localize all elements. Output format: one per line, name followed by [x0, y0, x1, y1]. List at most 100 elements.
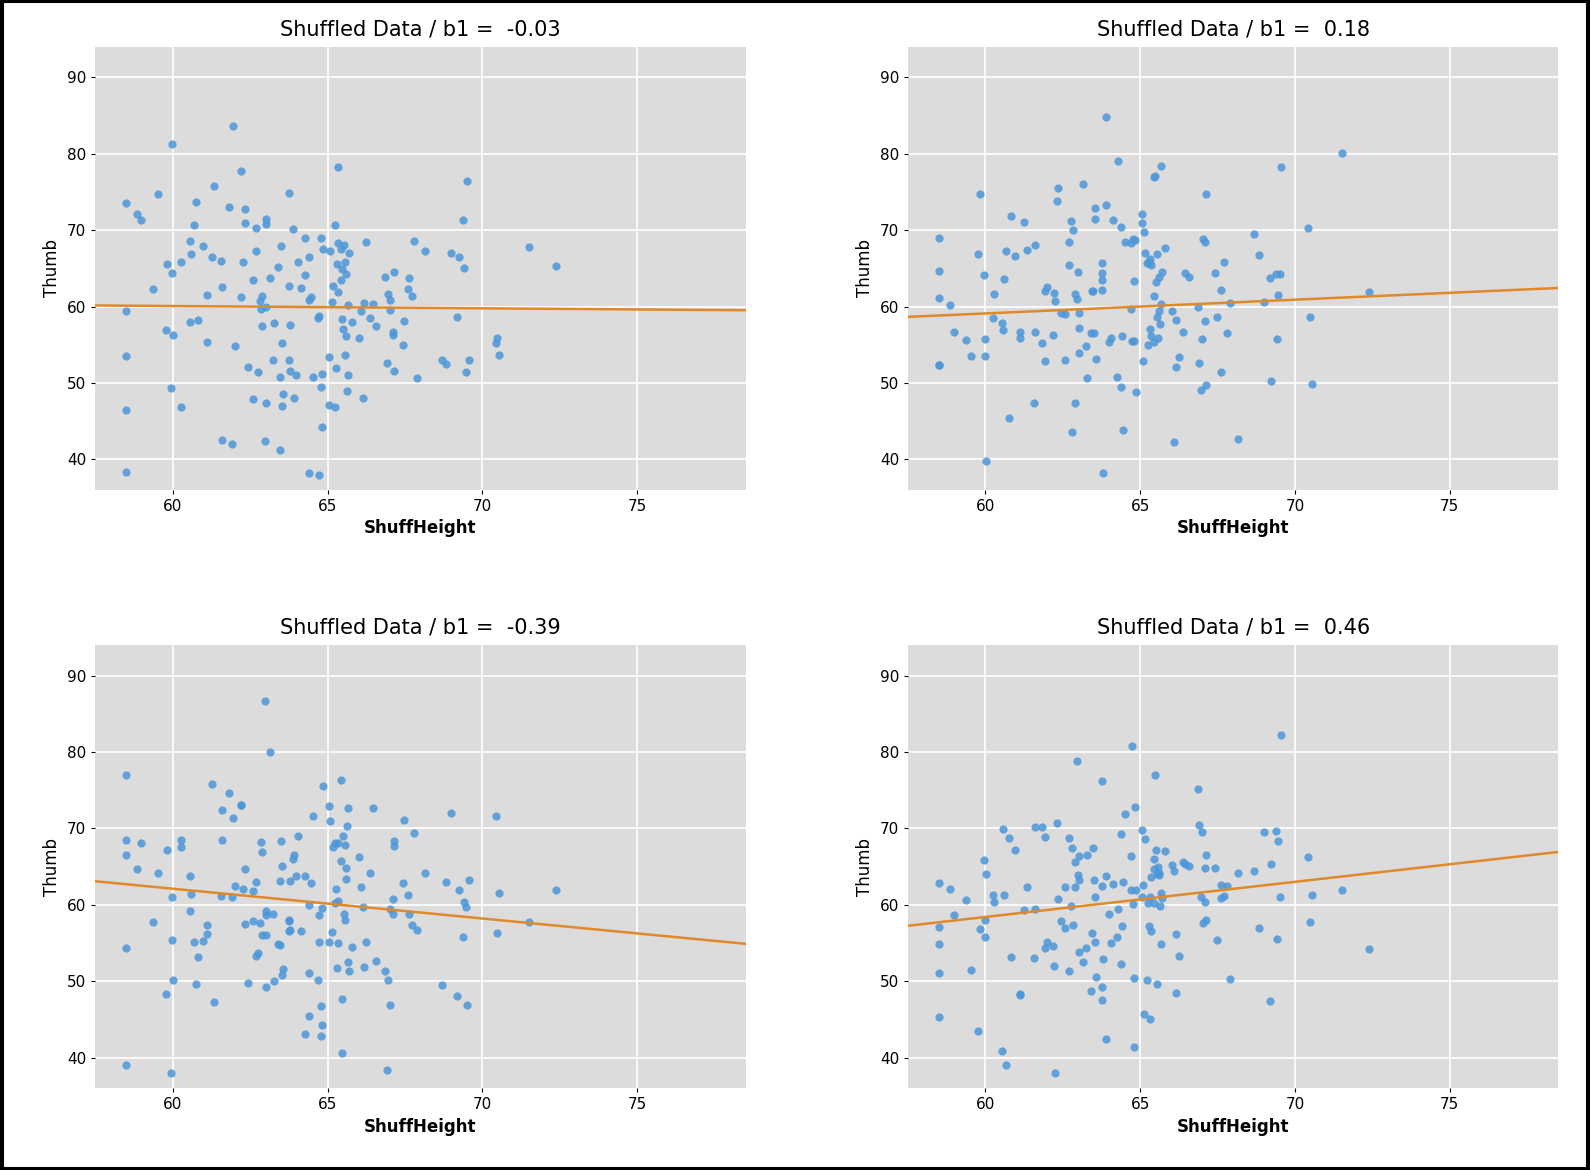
Point — [1067, 303, 1092, 322]
Point — [124, 860, 149, 879]
Point — [1043, 291, 1068, 310]
Point — [971, 266, 997, 284]
Point — [243, 219, 269, 238]
Point — [281, 390, 307, 408]
Point — [308, 997, 334, 1016]
Point — [1111, 420, 1137, 439]
Point — [1062, 878, 1088, 896]
Point — [1089, 991, 1115, 1010]
Point — [1065, 263, 1091, 282]
Point — [1146, 268, 1172, 287]
Point — [331, 827, 356, 846]
Point — [261, 904, 286, 923]
Point — [331, 904, 356, 923]
Point — [1267, 264, 1293, 283]
Point — [1048, 304, 1073, 323]
Point — [517, 239, 542, 257]
Point — [445, 247, 471, 266]
Point — [348, 878, 374, 896]
Point — [1029, 333, 1054, 352]
Point — [952, 331, 978, 350]
Point — [378, 301, 404, 319]
Point — [227, 161, 253, 180]
Y-axis label: Thumb: Thumb — [855, 240, 875, 297]
Point — [316, 932, 342, 951]
Point — [372, 268, 398, 287]
Point — [329, 771, 355, 790]
Point — [358, 308, 383, 326]
Point — [380, 325, 405, 344]
Point — [1121, 229, 1146, 248]
Point — [288, 278, 313, 297]
Point — [297, 288, 323, 307]
Point — [251, 691, 277, 710]
Point — [1150, 262, 1175, 281]
Point — [1135, 253, 1161, 271]
Point — [350, 388, 375, 407]
Point — [246, 914, 272, 932]
Point — [445, 308, 471, 326]
Point — [334, 859, 359, 878]
Point — [999, 207, 1024, 226]
Point — [1065, 343, 1091, 362]
Title: Shuffled Data / b1 =  -0.39: Shuffled Data / b1 = -0.39 — [280, 618, 561, 638]
Point — [154, 255, 180, 274]
Point — [253, 393, 278, 412]
Point — [1137, 249, 1162, 268]
Point — [1202, 263, 1227, 282]
Point — [1083, 968, 1108, 986]
Point — [293, 266, 318, 284]
Point — [334, 264, 359, 283]
Point — [1296, 219, 1321, 238]
Point — [1148, 315, 1173, 333]
Point — [269, 238, 294, 256]
Point — [938, 880, 964, 899]
Point — [1247, 918, 1272, 937]
Point — [959, 346, 984, 365]
Point — [280, 849, 305, 868]
Point — [1170, 323, 1196, 342]
Point — [1173, 854, 1199, 873]
Point — [1329, 144, 1355, 163]
Point — [413, 242, 439, 261]
Point — [991, 886, 1016, 904]
Point — [227, 796, 253, 814]
Point — [1045, 889, 1070, 908]
Point — [169, 253, 194, 271]
Point — [380, 890, 405, 909]
Point — [1022, 900, 1048, 918]
Point — [1089, 264, 1115, 283]
Point — [1186, 353, 1212, 372]
Point — [1148, 885, 1173, 903]
Point — [1078, 324, 1103, 343]
Point — [240, 882, 266, 901]
Point — [1062, 853, 1088, 872]
Point — [339, 937, 364, 956]
Point — [1083, 199, 1108, 218]
Point — [1099, 934, 1124, 952]
Point — [219, 434, 245, 453]
Point — [1022, 818, 1048, 837]
Point — [399, 287, 425, 305]
Point — [927, 261, 952, 280]
Point — [316, 347, 342, 366]
Point — [324, 959, 350, 978]
X-axis label: ShuffHeight: ShuffHeight — [364, 1117, 477, 1136]
Point — [219, 808, 245, 827]
Point — [154, 840, 180, 859]
Point — [316, 797, 342, 815]
Point — [329, 271, 355, 290]
Point — [434, 873, 460, 892]
Point — [1356, 940, 1382, 958]
Point — [1215, 878, 1240, 896]
Point — [1045, 191, 1070, 209]
Point — [971, 346, 997, 365]
Point — [1137, 319, 1162, 338]
Point — [1105, 900, 1130, 918]
Point — [329, 852, 355, 870]
Point — [277, 911, 302, 930]
Point — [1185, 780, 1210, 799]
Point — [335, 366, 361, 385]
Point — [1226, 863, 1251, 882]
Point — [1035, 277, 1061, 296]
